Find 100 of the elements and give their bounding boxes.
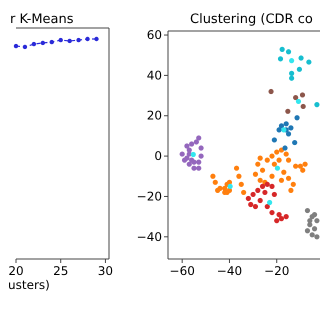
point — [292, 140, 298, 146]
point — [276, 212, 282, 218]
point — [294, 115, 300, 120]
point — [269, 210, 275, 216]
point — [250, 192, 256, 198]
y-tick-label: 20 — [146, 108, 162, 123]
point — [289, 70, 294, 76]
point — [310, 232, 315, 238]
point — [286, 49, 292, 54]
point — [314, 234, 320, 240]
point — [67, 38, 72, 44]
point — [296, 98, 302, 104]
point — [293, 164, 298, 169]
point — [269, 153, 275, 159]
point — [278, 123, 284, 128]
y-tick-label: 40 — [146, 68, 162, 82]
point — [32, 42, 36, 46]
y-tick-label: 60 — [146, 28, 162, 42]
x-tick-label: 20 — [8, 264, 24, 278]
point — [314, 102, 320, 108]
point — [198, 145, 204, 151]
point — [189, 141, 194, 147]
point — [234, 166, 240, 171]
point — [264, 182, 270, 187]
point — [298, 55, 304, 61]
point — [300, 92, 306, 98]
point — [22, 44, 28, 50]
y-tick-label: −40 — [136, 230, 162, 244]
point — [255, 162, 260, 167]
point — [289, 58, 294, 64]
point — [262, 190, 268, 196]
point — [182, 158, 188, 163]
point — [304, 228, 310, 234]
point — [300, 168, 306, 173]
point — [296, 66, 302, 72]
point — [274, 149, 280, 155]
point — [288, 188, 294, 193]
x-axis-title: usters) — [8, 278, 50, 292]
y-tick-label: −20 — [136, 189, 162, 204]
x-tick-label: −40 — [216, 264, 242, 278]
point — [312, 212, 318, 218]
point — [85, 36, 90, 42]
point — [50, 40, 54, 44]
point — [212, 180, 218, 185]
point — [258, 178, 263, 183]
point — [272, 162, 277, 167]
point — [76, 38, 81, 42]
point — [190, 152, 196, 158]
point — [180, 151, 185, 157]
point — [238, 182, 244, 187]
point — [260, 168, 266, 173]
chart-title: Clustering (CDR co — [190, 12, 313, 27]
point — [269, 174, 275, 179]
point — [272, 192, 277, 198]
point — [278, 216, 284, 222]
point — [210, 174, 216, 179]
point — [264, 158, 270, 163]
point — [184, 143, 190, 149]
point — [304, 208, 310, 214]
point — [196, 160, 202, 165]
point — [196, 166, 202, 171]
point — [252, 172, 258, 177]
point — [276, 158, 282, 163]
point — [272, 137, 277, 143]
point — [94, 36, 99, 42]
point — [298, 164, 303, 169]
point — [264, 204, 270, 210]
point — [198, 153, 204, 159]
point — [236, 174, 242, 179]
point — [284, 121, 289, 126]
point — [312, 226, 318, 232]
point — [58, 38, 63, 42]
point — [302, 162, 308, 167]
point — [276, 127, 282, 132]
point — [293, 94, 298, 100]
chart-title: r K-Means — [10, 12, 74, 27]
point — [194, 139, 199, 145]
point — [267, 200, 272, 206]
x-tick-label: −20 — [264, 264, 290, 278]
point — [14, 44, 18, 48]
point — [186, 162, 192, 167]
point — [286, 131, 292, 137]
point — [307, 218, 312, 224]
x-tick-label: −60 — [170, 264, 195, 278]
point — [274, 166, 280, 171]
point — [290, 182, 296, 187]
point — [278, 56, 284, 62]
point — [284, 151, 289, 157]
point — [196, 135, 202, 141]
point — [228, 184, 233, 189]
point — [300, 104, 306, 110]
point — [252, 204, 258, 210]
x-tick-label: 25 — [53, 264, 68, 278]
point — [274, 218, 280, 224]
point — [284, 214, 289, 220]
point — [241, 190, 246, 196]
point — [189, 158, 194, 163]
point — [258, 156, 263, 161]
point — [260, 184, 266, 189]
point — [282, 145, 288, 151]
